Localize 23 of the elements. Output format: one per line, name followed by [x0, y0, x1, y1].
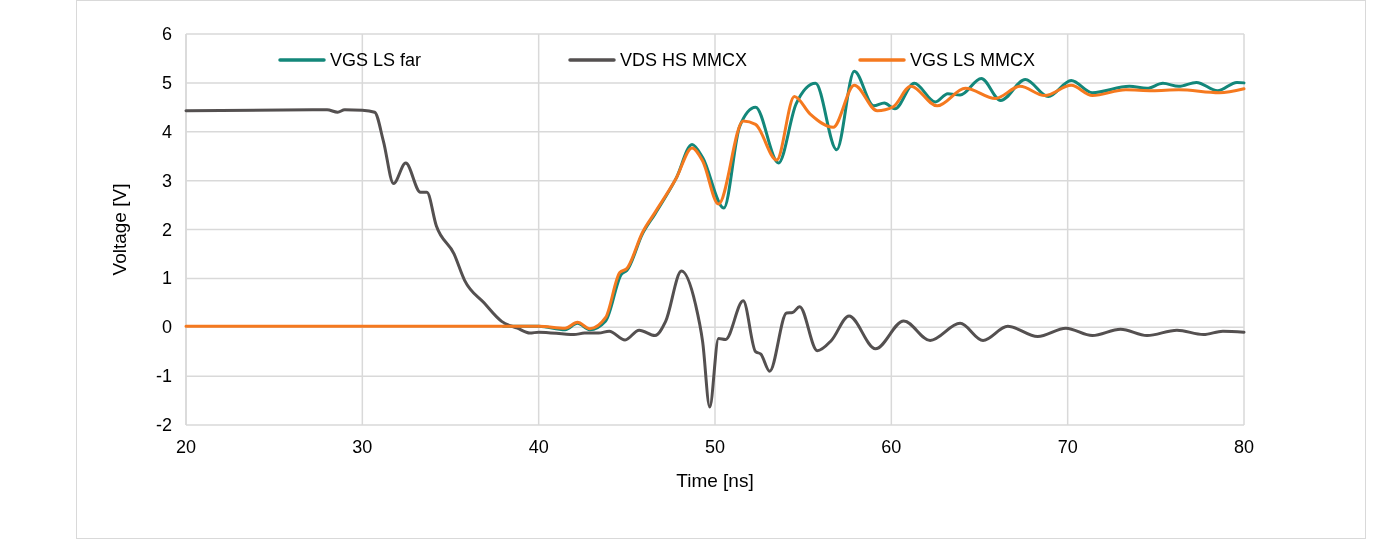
- y-tick-label: 2: [161, 219, 172, 240]
- y-tick-label: -2: [155, 415, 172, 435]
- x-tick-label: 70: [1057, 437, 1078, 457]
- y-tick-label: 0: [161, 317, 172, 338]
- line-series: [184, 108, 1246, 409]
- y-tick-label: -1: [155, 366, 172, 387]
- x-tick-label: 80: [1233, 437, 1255, 457]
- y-axis-title: Voltage [V]: [109, 183, 130, 276]
- x-axis-title: Time [ns]: [676, 470, 754, 491]
- legend-label: VGS LS far: [330, 50, 422, 70]
- legend-label: VGS LS MMCX: [910, 50, 1036, 70]
- y-tick-label: 1: [161, 268, 172, 289]
- x-tick-label: 30: [352, 437, 373, 457]
- y-tick-label: 4: [161, 121, 172, 142]
- x-tick-label: 40: [528, 437, 549, 457]
- y-tick-label: 3: [161, 170, 172, 191]
- x-tick-label: 20: [175, 437, 197, 457]
- line-series: [184, 83, 1246, 331]
- x-tick-label: 50: [704, 437, 726, 457]
- y-tick-label: 6: [161, 24, 172, 44]
- legend-label: VDS HS MMCX: [620, 50, 748, 70]
- x-tick-label: 60: [881, 437, 902, 457]
- y-tick-label: 5: [161, 72, 172, 93]
